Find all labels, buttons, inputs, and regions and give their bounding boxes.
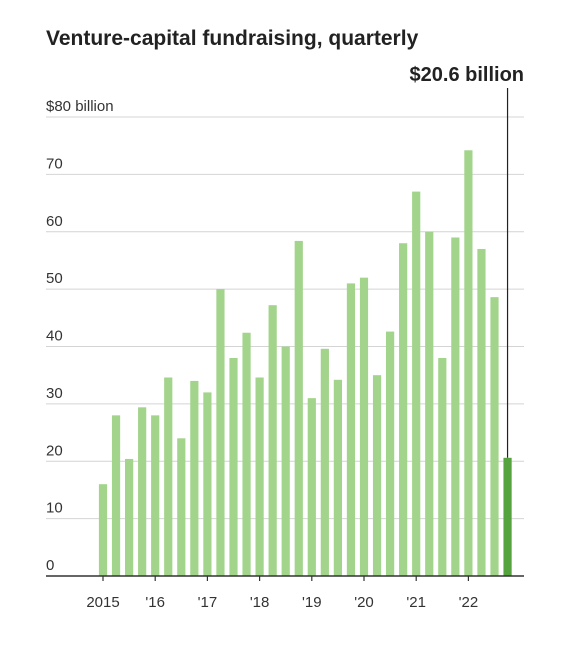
x-tick-label: '18	[250, 594, 270, 611]
bar	[255, 377, 264, 576]
bar	[190, 380, 199, 576]
bar	[151, 415, 160, 576]
bar	[294, 240, 303, 576]
bar	[412, 191, 421, 576]
x-tick-label: '22	[459, 594, 479, 611]
bar	[346, 283, 356, 576]
y-tick-label: 0	[46, 557, 54, 574]
x-tick-label: '20	[354, 594, 374, 611]
bar	[320, 348, 329, 576]
bar	[125, 458, 134, 576]
bar	[464, 150, 473, 576]
bar	[164, 377, 173, 576]
bar	[451, 237, 460, 577]
x-axis-ticks: 2015 '16 '17 '18 '19 '20 '21 '22	[86, 576, 478, 611]
bar	[177, 438, 186, 576]
bar	[333, 379, 342, 576]
bar	[359, 277, 369, 576]
bar	[281, 346, 290, 576]
bar	[138, 407, 147, 576]
y-tick-label: 40	[46, 328, 63, 345]
x-tick-label: '21	[406, 594, 426, 611]
bar	[386, 331, 395, 576]
x-tick-label: '17	[198, 594, 218, 611]
bar	[111, 415, 121, 576]
bar	[490, 297, 499, 576]
callout-label: $20.6 billion	[410, 64, 524, 86]
y-tick-label: 70	[46, 155, 63, 172]
bar	[399, 243, 408, 577]
bar	[425, 231, 434, 576]
y-tick-label: $80 billion	[46, 98, 114, 115]
bar	[372, 375, 382, 576]
y-tick-label: 10	[46, 500, 63, 517]
y-tick-label: 60	[46, 213, 63, 230]
annotation-callout: $20.6 billion	[410, 64, 524, 458]
bar	[203, 392, 212, 576]
x-tick-label: '19	[302, 594, 322, 611]
bar	[307, 398, 316, 576]
bar	[477, 248, 486, 576]
y-tick-label: 30	[46, 385, 63, 402]
x-tick-label: '16	[145, 594, 165, 611]
bar	[98, 484, 108, 576]
y-tick-label: 20	[46, 442, 63, 459]
bar-highlight	[503, 457, 512, 576]
bar	[268, 305, 277, 576]
bars	[98, 150, 512, 577]
y-tick-label: 50	[46, 270, 63, 287]
bar	[438, 357, 447, 576]
chart-title: Venture-capital fundraising, quarterly	[46, 27, 419, 50]
x-tick-label: 2015	[86, 594, 119, 611]
bar	[242, 332, 251, 576]
bar	[229, 357, 238, 576]
y-axis-labels: 0 10 20 30 40 50 60 70 $80 billion	[46, 98, 114, 574]
bar	[216, 289, 225, 577]
